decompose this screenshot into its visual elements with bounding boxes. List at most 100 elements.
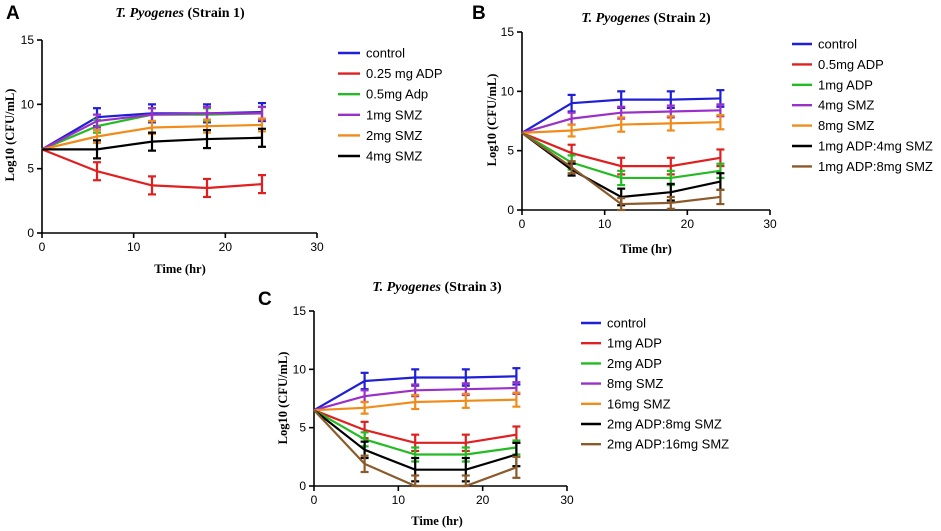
panel-a-y-tick-label: 5 (27, 162, 34, 176)
panel-b-y-tick-label: 15 (501, 25, 515, 39)
panel-c-legend-item: 2mg ADP:8mg SMZ (581, 417, 722, 432)
panel-b-title: T. Pyogenes (Strain 2) (581, 11, 711, 26)
panel-a-error-bar (93, 161, 101, 182)
panel-b-x-tick-label: 30 (763, 217, 777, 231)
panel-c-error-bar (411, 474, 420, 488)
panel-c-error-bar (512, 391, 521, 408)
panel-a-legend-label: 4mg SMZ (366, 149, 422, 164)
panel-c-error-bar (411, 393, 420, 411)
panel-b-error-bar (617, 116, 626, 133)
panel-b-error-bar (617, 169, 626, 187)
panel-a-y-tick-label: 10 (21, 97, 35, 111)
panel-c-legend-item: 1mg ADP (581, 336, 662, 351)
panel-b-series-1mg-adp-4mg-smz (521, 131, 725, 207)
panel-b-legend-label: 0.5mg ADP (818, 57, 884, 72)
panel-a-title: T. Pyogenes (Strain 1) (115, 6, 245, 21)
panel-c-x-axis-label: Time (hr) (411, 514, 463, 528)
panel-c-letter: C (258, 289, 272, 310)
panel-a-y-axis-label: Log10 (CFU/mL) (3, 89, 17, 182)
panel-a-legend-item: 0.25 mg ADP (338, 66, 443, 81)
panel-c-y-tick-label: 15 (293, 304, 307, 318)
panel-b-error-bar (617, 197, 626, 212)
panel-b-error-bar (716, 113, 725, 131)
panel-c-error-bar (461, 474, 470, 488)
panel-c-legend-item: 2mg ADP:16mg SMZ (581, 437, 729, 452)
panel-b-y-tick-label: 10 (501, 84, 515, 98)
panel-c-x-tick-label: 20 (476, 493, 490, 507)
panel-a-x-tick-label: 10 (127, 240, 141, 254)
panel-c-error-bar (360, 400, 369, 415)
panel-b-error-bar (666, 115, 675, 132)
panel-a-error-bar (203, 177, 211, 199)
panel-b-legend-label: 8mg SMZ (818, 118, 874, 133)
panel-b-error-bar (666, 195, 675, 210)
panel-c-legend-label: 1mg ADP (607, 336, 662, 351)
panel-a-legend-label: 1mg SMZ (366, 107, 422, 122)
panel-b-x-tick-label: 10 (598, 217, 612, 231)
panel-b-legend-label: 1mg ADP:8mg SMZ (818, 159, 933, 174)
panel-a-series-4mg-smz (42, 127, 266, 160)
panel-a-x-axis-label: Time (hr) (154, 262, 206, 276)
panel-a-error-bar (93, 139, 101, 160)
panel-b-legend-label: 1mg ADP (818, 77, 873, 92)
panel-b-legend-item: 1mg ADP:8mg SMZ (792, 159, 933, 174)
panel-b-x-axis-label: Time (hr) (620, 242, 672, 256)
panel-b-legend-item: 4mg SMZ (792, 98, 874, 113)
panel-c-error-bar (360, 454, 369, 474)
panel-b-y-tick-label: 5 (507, 144, 514, 158)
panel-b-legend-label: control (818, 37, 857, 52)
panel-c-error-bar (512, 455, 521, 479)
panel-c-series-2mg-adp-8mg-smz (313, 409, 521, 483)
panel-a-legend-label: 2mg SMZ (366, 128, 422, 143)
panel-b: B T. Pyogenes (Strain 2) Time (hr) Log10… (472, 3, 933, 256)
panel-c-title: T. Pyogenes (Strain 3) (372, 280, 502, 295)
panel-b-legend-label: 4mg SMZ (818, 98, 874, 113)
panel-b-error-bar (567, 160, 576, 175)
panel-b-legend-item: 8mg SMZ (792, 118, 874, 133)
panel-a-legend-item: control (338, 46, 405, 61)
panel-a-x-tick-label: 0 (39, 240, 46, 254)
panel-c-legend-item: 2mg ADP (581, 356, 662, 371)
panel-c-x-tick-label: 0 (311, 493, 318, 507)
panel-b-error-bar (716, 188, 725, 206)
panel-b-legend-item: 0.5mg ADP (792, 57, 884, 72)
panel-b-series-1mg-adp-8mg-smz (521, 131, 725, 212)
panel-a-series-0-25-mg-adp (41, 148, 266, 199)
panel-b-legend-item: 1mg ADP:4mg SMZ (792, 139, 933, 154)
panel-a-letter: A (6, 3, 20, 24)
panel-b-series-8mg-smz (521, 113, 725, 138)
panel-a-legend-item: 0.5mg Adp (338, 87, 428, 102)
panel-c-legend-label: control (607, 316, 646, 331)
panel-b-legend-label: 1mg ADP:4mg SMZ (818, 139, 933, 154)
panel-a-legend-item: 1mg SMZ (338, 107, 422, 122)
panel-c-legend-label: 2mg ADP:8mg SMZ (607, 417, 722, 432)
panel-c-legend-item: 16mg SMZ (581, 396, 671, 411)
panel-b-y-tick-label: 0 (507, 203, 514, 217)
panel-c-y-axis-label: Log10 (CFU/mL) (276, 352, 290, 445)
panel-a: A T. Pyogenes (Strain 1) Time (hr) Log10… (3, 3, 443, 276)
panel-b-error-bar (567, 93, 576, 113)
panel-b-legend-item: control (792, 37, 857, 52)
panel-c-series-16mg-smz (313, 391, 521, 415)
panel-c-series-1mg-adp (313, 409, 521, 453)
panel-a-legend-label: 0.5mg Adp (366, 87, 428, 102)
panel-b-x-tick-label: 0 (519, 217, 526, 231)
panel-b-series-0-5mg-adp (521, 131, 725, 176)
panel-c-y-tick-label: 0 (299, 479, 306, 493)
panel-a-legend-item: 4mg SMZ (338, 149, 422, 164)
panel-a-legend-label: 0.25 mg ADP (366, 66, 443, 81)
panel-c-legend-item: control (581, 316, 646, 331)
panel-c-legend-label: 2mg ADP (607, 356, 662, 371)
panel-c-legend-label: 16mg SMZ (607, 396, 671, 411)
panel-b-y-axis-label: Log10 (CFU/mL) (485, 74, 499, 167)
panel-a-error-bar (203, 128, 211, 150)
panel-a-x-tick-label: 20 (219, 240, 233, 254)
panel-c-y-tick-label: 5 (299, 421, 306, 435)
panel-a-legend-item: 2mg SMZ (338, 128, 422, 143)
panel-a-error-bar (258, 127, 266, 148)
panel-b-legend-item: 1mg ADP (792, 77, 873, 92)
panel-b-letter: B (472, 3, 486, 24)
panel-c-series-2mg-adp-16mg-smz (313, 409, 521, 488)
panel-a-error-bar (148, 131, 156, 152)
